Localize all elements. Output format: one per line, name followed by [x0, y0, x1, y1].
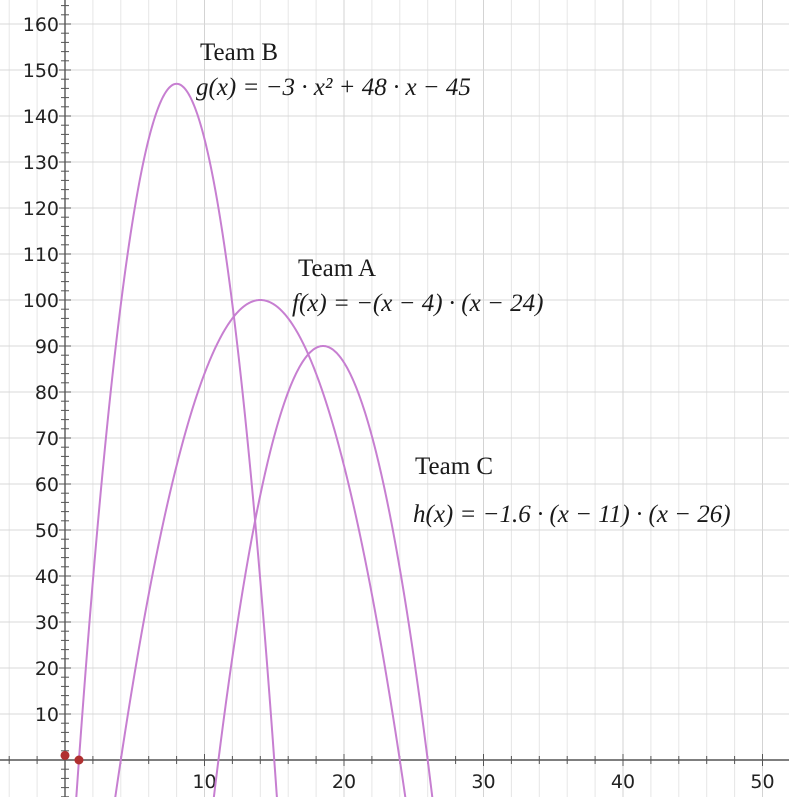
x-tick-label: 10: [192, 771, 216, 793]
y-tick-label: 30: [35, 612, 59, 634]
y-tick-label: 70: [35, 428, 59, 450]
tick-labels: 10 20 30 40 50 10 20 30 40 50 60 70 80 90 100 110 120 130…: [23, 14, 775, 793]
team-b-label: Team B: [200, 39, 278, 66]
y-tick-label: 90: [35, 336, 59, 358]
x-tick-label: 40: [611, 771, 635, 793]
team-a-label: Team A: [298, 255, 376, 282]
y-tick-label: 120: [23, 198, 59, 220]
y-tick-label: 80: [35, 382, 59, 404]
y-tick-label: 150: [23, 60, 59, 82]
team-b-equation: g(x) = −3 · x² + 48 · x − 45: [196, 74, 471, 101]
team-c-equation: h(x) = −1.6 · (x − 11) · (x − 26): [413, 501, 731, 528]
x-tick-label: 50: [750, 771, 774, 793]
y-tick-label: 140: [23, 106, 59, 128]
y-tick-label: 60: [35, 474, 59, 496]
data-points: [60, 750, 84, 765]
y-tick-label: 20: [35, 658, 59, 680]
y-tick-label: 110: [23, 244, 59, 266]
curve-team-b: [75, 82, 278, 797]
data-point: [74, 755, 84, 765]
curve-team-a: [114, 298, 407, 797]
y-tick-label: 10: [35, 704, 59, 726]
team-a-equation: f(x) = −(x − 4) · (x − 24): [292, 290, 543, 317]
y-tick-label: 50: [35, 520, 59, 542]
x-tick-label: 30: [471, 771, 495, 793]
team-c-label: Team C: [415, 453, 493, 480]
curve-team-c: [212, 344, 434, 797]
y-tick-label: 100: [23, 290, 59, 312]
y-tick-label: 40: [35, 566, 59, 588]
curves: [75, 82, 434, 797]
series-labels: Team B g(x) = −3 · x² + 48 · x − 45 Team…: [196, 39, 731, 528]
data-point: [60, 750, 70, 760]
y-tick-label: 160: [23, 14, 59, 36]
x-tick-label: 20: [332, 771, 356, 793]
y-tick-label: 130: [23, 152, 59, 174]
